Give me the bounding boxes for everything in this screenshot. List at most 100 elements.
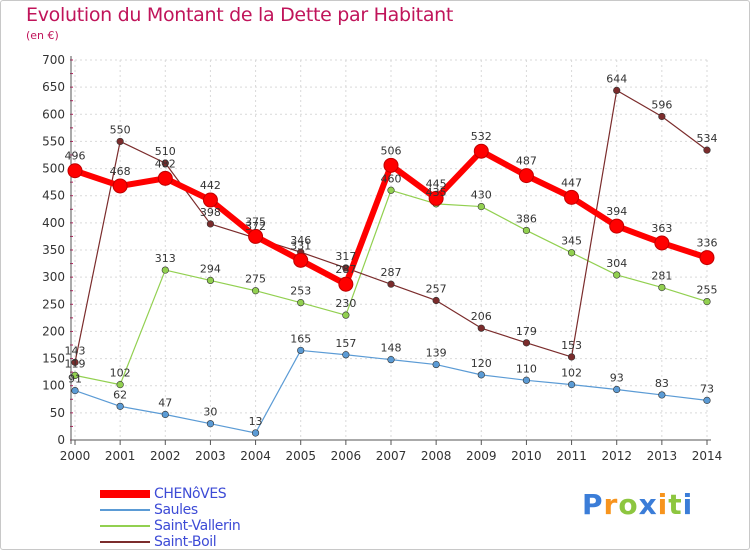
data-label: 313	[155, 252, 176, 265]
data-point	[383, 157, 399, 173]
data-point	[567, 249, 576, 257]
x-tick-label: 2002	[150, 449, 181, 463]
y-tick-label: 700	[42, 53, 65, 67]
data-label: 91	[68, 373, 82, 386]
data-label: 386	[516, 212, 537, 225]
data-point	[567, 353, 576, 361]
data-label: 253	[290, 285, 311, 298]
data-label: 435	[426, 186, 447, 199]
data-label: 143	[65, 344, 86, 357]
logo-letter: i	[682, 488, 694, 521]
data-point	[432, 296, 440, 305]
data-label: 287	[381, 266, 402, 279]
data-point	[387, 186, 395, 194]
data-label: 257	[426, 282, 447, 295]
data-label: 102	[561, 367, 582, 380]
data-point	[251, 287, 260, 295]
logo-letter: t	[668, 488, 683, 521]
data-label: 375	[245, 215, 266, 228]
data-point	[116, 137, 124, 146]
x-tick-label: 2010	[511, 449, 542, 463]
data-point	[473, 143, 489, 159]
data-point	[387, 356, 395, 364]
data-point	[658, 112, 666, 121]
data-label: 496	[65, 150, 86, 163]
y-tick-label: 550	[42, 134, 65, 148]
data-label: 73	[700, 382, 714, 395]
data-label: 255	[697, 284, 718, 297]
data-point	[161, 159, 169, 167]
data-label: 148	[381, 342, 402, 355]
data-point	[699, 250, 715, 266]
x-tick-label: 2014	[692, 449, 723, 463]
data-point	[342, 311, 350, 319]
data-point	[202, 192, 218, 208]
x-tick-label: 2011	[556, 449, 587, 463]
data-point	[206, 420, 215, 428]
data-point	[112, 178, 128, 194]
data-point	[71, 371, 79, 380]
data-point	[67, 163, 83, 179]
data-label: 442	[200, 179, 221, 192]
data-point	[654, 235, 670, 251]
data-label: 294	[200, 262, 221, 275]
x-tick-label: 2008	[421, 449, 452, 463]
x-tick-label: 2001	[105, 449, 136, 463]
data-label: 119	[65, 357, 86, 370]
data-label: 550	[110, 123, 131, 136]
data-label: 62	[113, 388, 127, 401]
data-point	[161, 266, 169, 274]
data-label: 398	[200, 206, 221, 219]
data-point	[522, 376, 531, 384]
proxiti-logo: Proxiti	[582, 488, 693, 521]
y-tick-label: 400	[42, 216, 65, 230]
x-tick-label: 2006	[331, 449, 362, 463]
data-label: 345	[561, 235, 582, 248]
y-tick-label: 350	[42, 243, 65, 257]
data-label: 230	[335, 297, 356, 310]
y-tick-label: 500	[42, 162, 65, 176]
data-point	[609, 218, 625, 234]
data-point	[387, 280, 395, 288]
data-label: 331	[290, 239, 311, 252]
data-point	[71, 358, 79, 366]
data-label: 506	[381, 144, 402, 157]
data-label: 534	[697, 132, 718, 145]
y-tick-label: 600	[42, 107, 65, 121]
data-point	[161, 410, 169, 419]
data-point	[342, 351, 350, 359]
logo-letter: r	[603, 488, 619, 521]
x-tick-label: 2003	[195, 449, 226, 463]
data-point	[703, 396, 711, 404]
data-point	[248, 228, 264, 244]
data-point	[116, 381, 124, 389]
legend-label: Saint-Vallerin	[154, 518, 241, 534]
data-label: 206	[471, 310, 492, 323]
data-label: 482	[155, 157, 176, 170]
legend-label: CHENôVES	[154, 486, 227, 502]
data-label: 510	[155, 145, 176, 158]
y-tick-label: 150	[42, 352, 65, 366]
data-label: 460	[381, 172, 402, 185]
data-point	[116, 402, 124, 410]
x-tick-label: 2005	[285, 449, 316, 463]
logo-letter: o	[618, 488, 639, 521]
data-point	[71, 387, 79, 395]
data-point	[613, 271, 621, 279]
logo-letter: P	[582, 488, 604, 521]
logo-letter: x	[638, 488, 658, 521]
data-label: 596	[651, 98, 672, 111]
data-label: 139	[426, 347, 447, 360]
data-label: 372	[245, 220, 266, 233]
legend-swatch	[100, 509, 150, 511]
data-label: 120	[471, 357, 492, 370]
x-tick-label: 2009	[466, 449, 497, 463]
data-point	[564, 189, 580, 205]
data-label: 157	[335, 337, 356, 350]
data-point	[567, 381, 576, 389]
data-point	[297, 346, 305, 355]
data-label: 153	[561, 339, 582, 352]
data-label: 83	[655, 377, 669, 390]
y-tick-label: 450	[42, 189, 65, 203]
y-tick-label: 50	[50, 406, 65, 420]
